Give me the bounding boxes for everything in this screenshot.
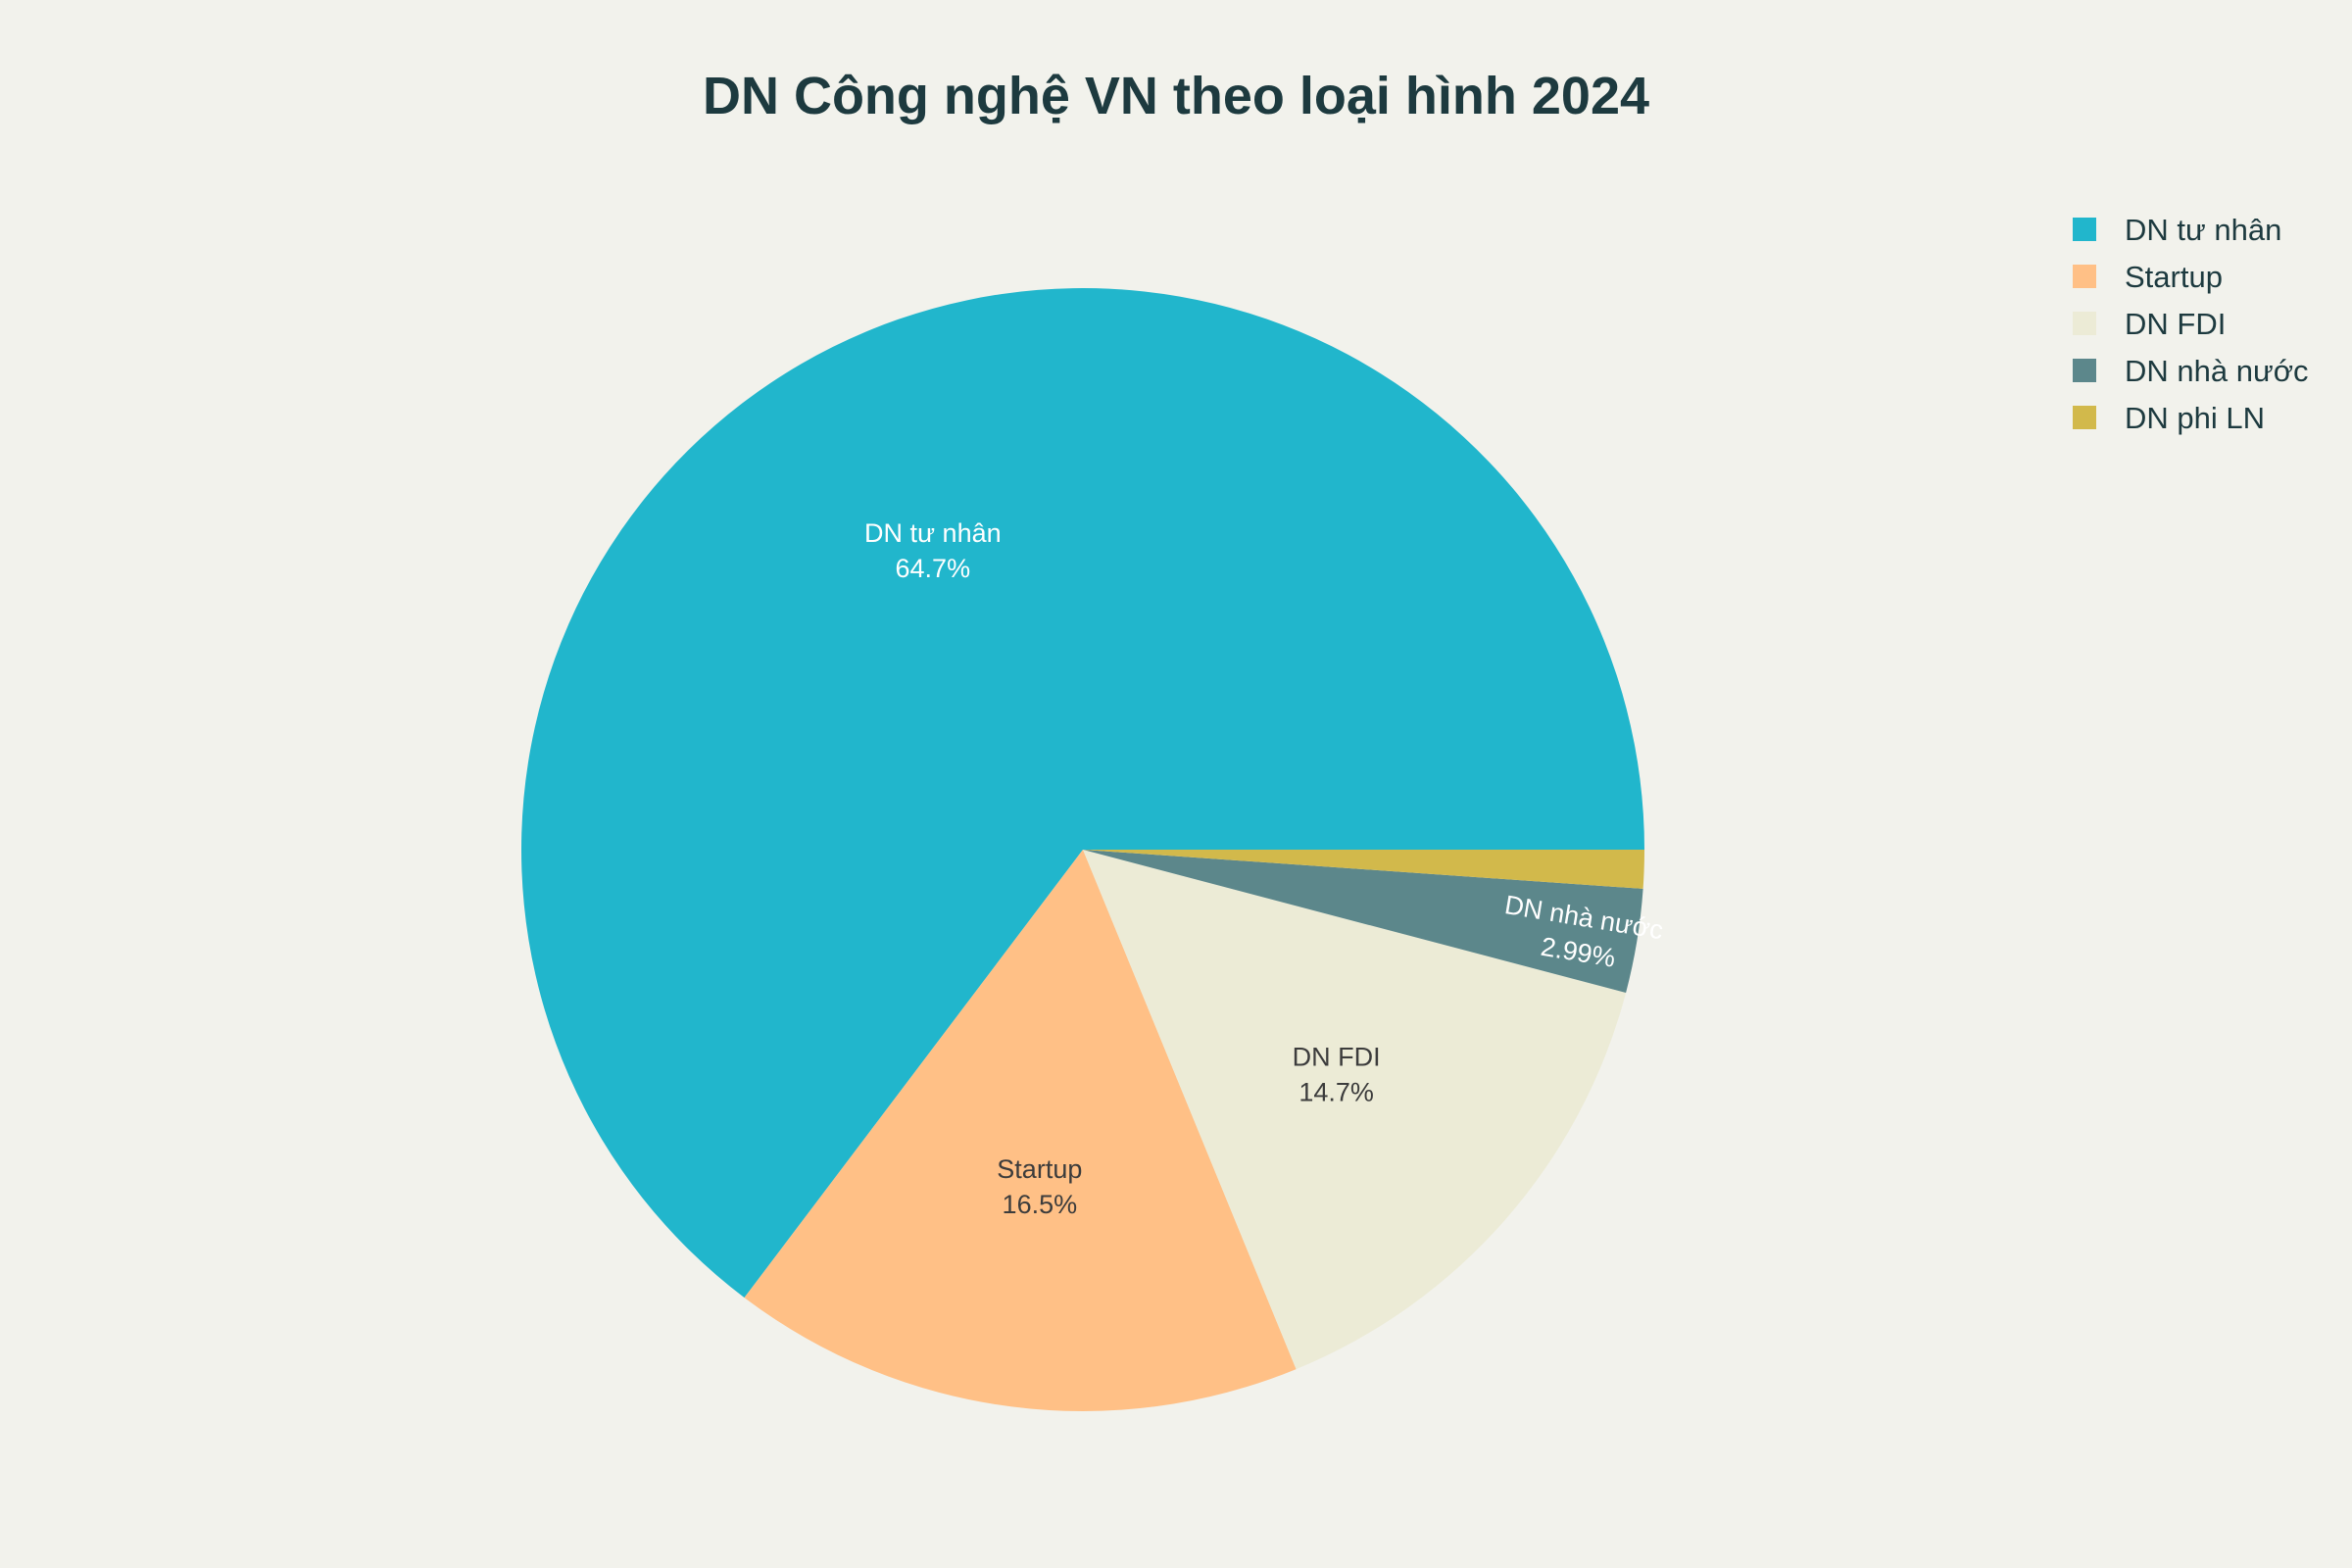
slice-label-name: DN FDI [1293,1043,1381,1072]
slice-label-name: Startup [997,1154,1082,1184]
legend-item-dn-nha-nuoc[interactable]: DN nhà nước [2073,354,2309,388]
legend-label: DN nhà nước [2125,354,2309,388]
legend-label: DN phi LN [2125,401,2265,435]
pie-slice-dn-fdi [1083,850,1627,1370]
legend-label: DN FDI [2125,307,2226,341]
pie-slice-dn-nha-nuoc [1083,850,1643,993]
pie-slices [521,288,1644,1411]
slice-label-value: 64.7% [896,554,971,583]
slice-label-value: 16.5% [1003,1190,1078,1219]
legend-swatch [2073,406,2096,429]
legend-item-dn-tu-nhan[interactable]: DN tư nhân [2073,213,2281,247]
slice-label-value: 14.7% [1298,1078,1374,1107]
legend-item-dn-phi-ln[interactable]: DN phi LN [2073,401,2265,435]
legend-label: Startup [2125,260,2223,294]
pie-slice-startup [744,850,1297,1411]
legend: DN tư nhân Startup DN FDI DN nhà nước DN phi… [2073,213,2309,435]
pie-slice-dn-tu-nhan [521,288,1644,1298]
legend-swatch [2073,312,2096,335]
legend-swatch [2073,359,2096,382]
slice-label-name: DN tư nhân [864,518,1002,548]
legend-item-dn-fdi[interactable]: DN FDI [2073,307,2226,341]
legend-swatch [2073,218,2096,241]
legend-item-startup[interactable]: Startup [2073,260,2223,294]
slice-label-dn-fdi: DN FDI 14.7% [1293,1043,1381,1107]
legend-swatch [2073,265,2096,288]
legend-label: DN tư nhân [2125,213,2281,247]
slice-label-dn-tu-nhan: DN tư nhân 64.7% [864,518,1002,583]
slice-label-startup: Startup 16.5% [997,1154,1082,1219]
chart-title: DN Công nghệ VN theo loại hình 2024 [703,67,1649,125]
pie-slice-dn-phi-ln [1083,850,1644,889]
